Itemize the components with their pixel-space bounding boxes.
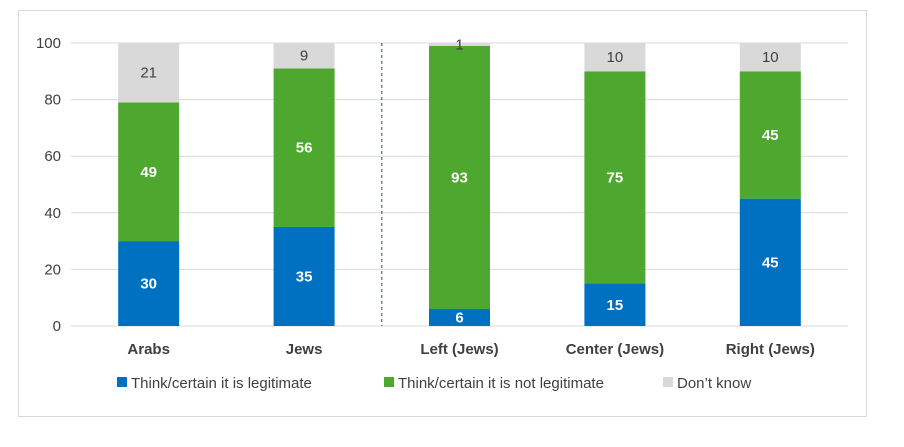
bar-3-1 <box>118 43 180 103</box>
bar-2-1 <box>118 102 180 242</box>
legend: Think/certain it is legitimate Think/cert… <box>117 375 751 392</box>
data-label-1-3: 6 <box>455 310 463 327</box>
data-label-3-4: 10 <box>607 49 624 66</box>
bar-3-4 <box>584 43 646 72</box>
bar-1-2 <box>273 226 335 326</box>
legend-label-3: Don’t know <box>677 375 751 392</box>
data-label-1-5: 45 <box>762 254 779 271</box>
x-category-label-3: Left (Jews) <box>420 341 498 358</box>
stacked-bar-chart: 0 20 40 60 80 100 30 49 21 35 56 9 6 93 1 15 75 10 45 45 10… <box>36 35 848 392</box>
bar-3-2 <box>273 43 335 69</box>
data-label-2-2: 56 <box>296 140 313 157</box>
legend-swatch-2 <box>384 377 394 387</box>
x-axis-categories: Arabs Jews Left (Jews) Center (Jews) Right (… <box>127 341 814 358</box>
y-axis-ticks: 0 20 40 60 80 100 <box>36 35 61 335</box>
y-tick-label-80: 80 <box>44 92 61 109</box>
legend-swatch-3 <box>663 377 673 387</box>
bar-2-2 <box>273 68 335 227</box>
data-label-3-3: 1 <box>455 36 463 53</box>
data-label-3-1: 21 <box>140 65 157 82</box>
bar-3-3 <box>429 43 490 46</box>
data-label-2-4: 75 <box>607 169 624 186</box>
data-label-1-2: 35 <box>296 268 313 285</box>
x-category-label-4: Center (Jews) <box>566 341 664 358</box>
bar-2-5 <box>739 71 801 199</box>
data-label-3-5: 10 <box>762 49 779 66</box>
data-label-2-1: 49 <box>140 164 157 181</box>
bar-2-4 <box>584 71 646 284</box>
legend-swatch-1 <box>117 377 127 387</box>
x-category-label-1: Arabs <box>127 341 170 358</box>
data-label-3-2: 9 <box>300 48 308 65</box>
bar-1-3 <box>429 309 490 326</box>
x-category-label-2: Jews <box>286 341 323 358</box>
y-tick-label-60: 60 <box>44 148 61 165</box>
legend-label-2: Think/certain it is not legitimate <box>398 375 604 392</box>
x-category-label-5: Right (Jews) <box>726 341 815 358</box>
y-tick-label-40: 40 <box>44 205 61 222</box>
data-label-1-4: 15 <box>607 297 624 314</box>
y-tick-label-0: 0 <box>53 318 61 335</box>
y-tick-label-100: 100 <box>36 35 61 52</box>
bar-1-5 <box>739 198 801 326</box>
bar-3-5 <box>739 43 801 72</box>
bar-2-3 <box>429 45 490 310</box>
data-label-2-3: 93 <box>451 169 468 186</box>
bar-1-4 <box>584 283 646 326</box>
data-labels: 30 49 21 35 56 9 6 93 1 15 75 10 45 45 10 <box>140 36 778 326</box>
data-label-1-1: 30 <box>140 276 157 293</box>
bar-1-1 <box>118 241 180 326</box>
y-tick-label-20: 20 <box>44 261 61 278</box>
data-label-2-5: 45 <box>762 127 779 144</box>
chart-frame: 0 20 40 60 80 100 30 49 21 35 56 9 6 93 1 15 75 10 45 45 10… <box>18 10 867 417</box>
legend-label-1: Think/certain it is legitimate <box>131 375 312 392</box>
bars <box>118 43 801 326</box>
